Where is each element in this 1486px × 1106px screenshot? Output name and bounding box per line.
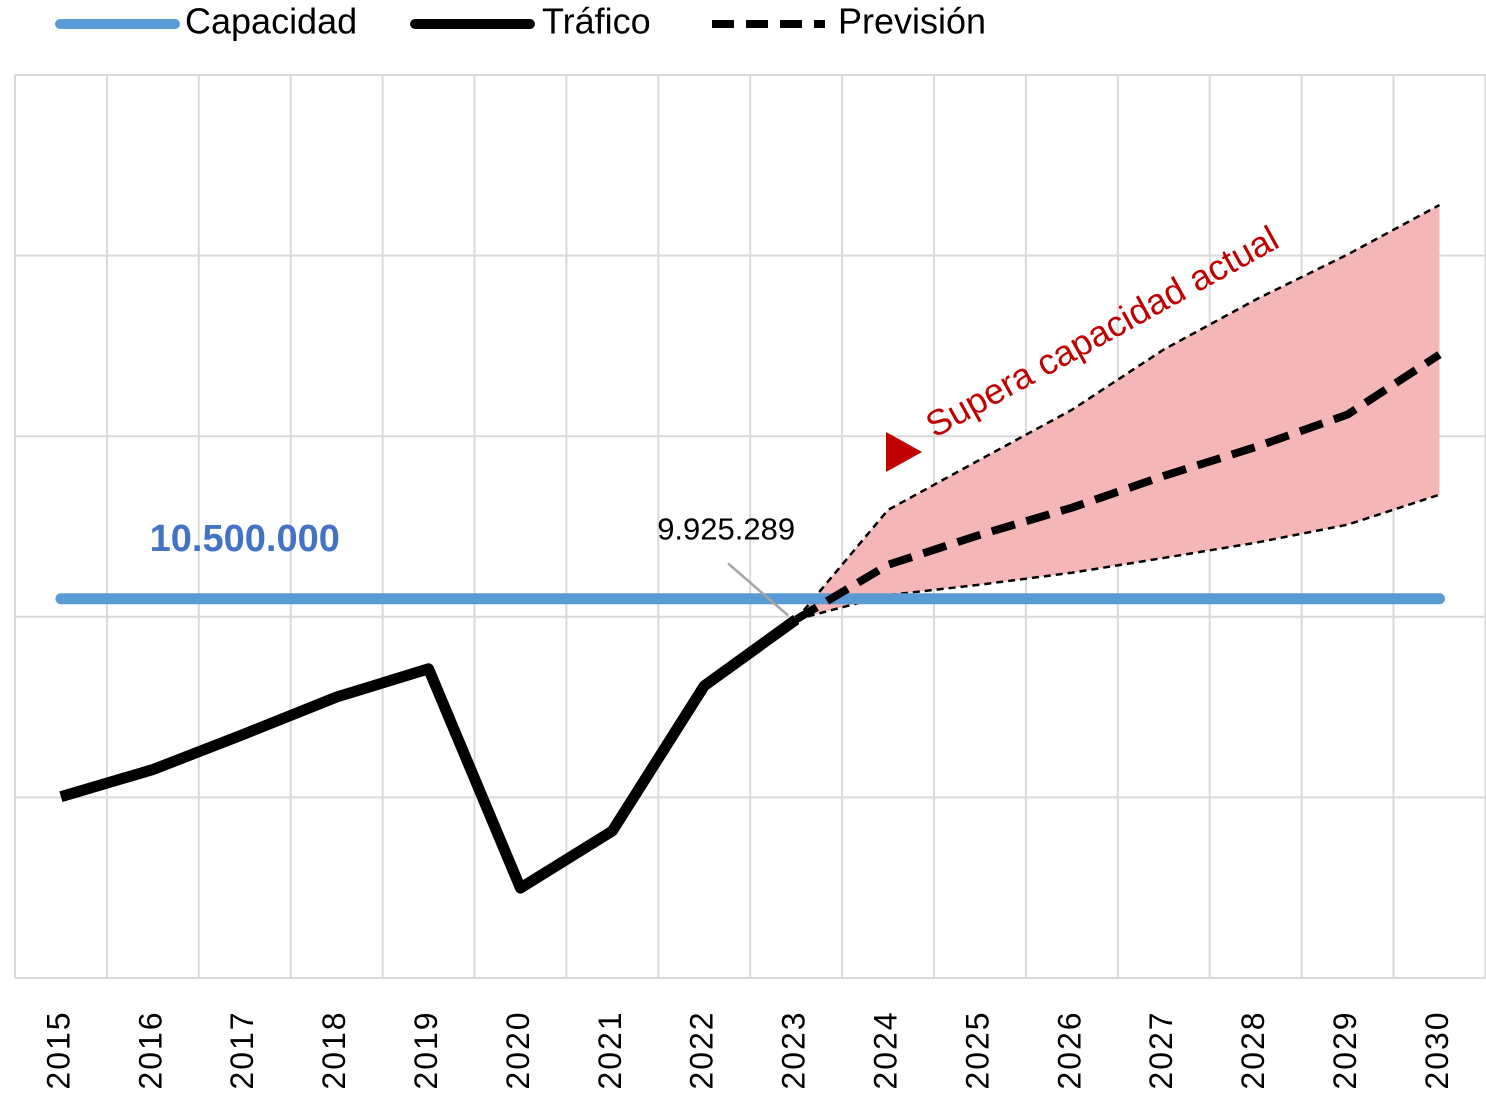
x-tick-label: 2022 <box>684 1010 720 1089</box>
x-tick-label: 2025 <box>959 1010 995 1089</box>
annotation-arrow <box>886 432 922 472</box>
legend-label: Previsión <box>838 1 986 42</box>
forecast-upper <box>795 203 1441 621</box>
forecast-band <box>796 205 1440 620</box>
x-tick-label: 2020 <box>500 1010 536 1089</box>
x-tick-label: 2019 <box>408 1010 444 1089</box>
x-tick-label: 2017 <box>224 1010 260 1089</box>
x-tick-label: 2021 <box>592 1010 628 1089</box>
x-tick-label: 2028 <box>1235 1010 1271 1089</box>
x-tick-label: 2015 <box>40 1010 76 1089</box>
x-tick-label: 2026 <box>1051 1010 1087 1089</box>
data-label: 9.925.289 <box>657 512 795 547</box>
x-tick-label: 2027 <box>1143 1010 1179 1089</box>
series-line <box>794 351 1442 623</box>
x-tick-label: 2029 <box>1327 1010 1363 1089</box>
legend-label: Capacidad <box>185 1 357 42</box>
series-line <box>59 615 800 894</box>
x-tick-label: 2023 <box>776 1010 812 1089</box>
capacity-label: 10.500.000 <box>150 518 340 560</box>
x-tick-label: 2030 <box>1419 1010 1455 1089</box>
leader-line <box>727 562 789 617</box>
legend-label: Tráfico <box>542 1 651 42</box>
x-tick-label: 2018 <box>316 1010 352 1089</box>
x-tick-label: 2016 <box>132 1010 168 1089</box>
x-tick-label: 2024 <box>868 1010 904 1089</box>
